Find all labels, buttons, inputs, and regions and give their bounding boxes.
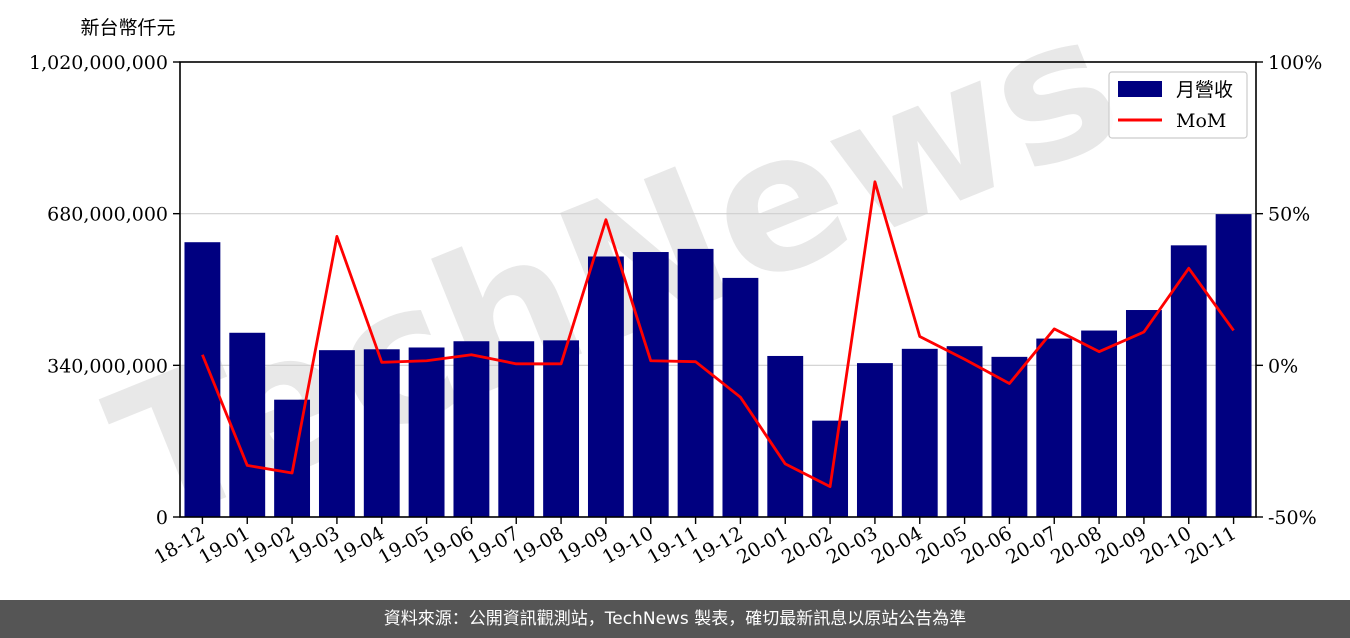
bar (901, 348, 938, 517)
plot-border (179, 61, 1257, 518)
mom-line-series (201, 180, 1235, 489)
bar (1036, 338, 1073, 517)
legend-swatch-bar (1118, 81, 1162, 97)
x-tick-label: 20-11 (1182, 522, 1240, 568)
bar (408, 347, 445, 517)
x-tick-label: 20-10 (1137, 522, 1195, 568)
right-tick-label: 100% (1268, 52, 1322, 74)
x-tick-label: 20-01 (733, 522, 791, 568)
left-tick-label: 680,000,000 (47, 204, 168, 226)
x-tick-label: 20-08 (1047, 522, 1105, 568)
left-axis: 0 340,000,000 680,000,000 1,020,000,000 (29, 52, 180, 529)
bar (543, 340, 580, 517)
x-tick-label: 20-06 (957, 522, 1015, 568)
plot-frame (179, 61, 1257, 518)
bar (453, 341, 490, 517)
x-tick-label: 19-05 (375, 522, 433, 568)
gridlines (180, 213, 1256, 366)
right-axis: -50% 0% 50% 100% (1256, 52, 1322, 529)
x-tick-label: 19-09 (554, 522, 612, 568)
bar (587, 256, 624, 517)
left-tick-label: 340,000,000 (47, 355, 168, 377)
x-tick-label: 20-04 (868, 522, 926, 568)
bar (1170, 245, 1207, 517)
bar (363, 349, 400, 517)
x-tick-label: 20-09 (1092, 522, 1150, 568)
left-tick-label: 1,020,000,000 (29, 52, 168, 74)
x-tick-label: 19-06 (419, 522, 477, 568)
x-tick-label: 19-07 (464, 522, 522, 568)
source-footer: 資料來源：公開資訊觀測站，TechNews 製表，確切最新訊息以原站公告為準 (0, 600, 1350, 638)
bar (318, 350, 355, 517)
x-tick-label: 19-10 (599, 522, 657, 568)
chart: TechNews 新台幣仟元 0340,000,000680,000,0001,… (29, 0, 1322, 570)
x-tick-label: 20-03 (823, 522, 881, 568)
bar (991, 356, 1028, 517)
x-tick-label: 19-04 (330, 522, 388, 568)
legend-label-line: MoM (1176, 110, 1226, 132)
bar (1081, 330, 1118, 517)
x-tick-label: 19-08 (509, 522, 567, 568)
bar (677, 248, 714, 517)
right-tick-label: -50% (1268, 507, 1317, 529)
bar (229, 332, 266, 517)
right-tick-label: 50% (1268, 204, 1310, 226)
x-axis: 18-1219-0119-0219-0319-0419-0519-0619-07… (150, 517, 1240, 569)
bar (856, 363, 893, 517)
legend: 月營收 MoM (1108, 71, 1248, 139)
x-tick-label: 19-11 (644, 522, 702, 568)
bar (1215, 214, 1252, 518)
mom-line (201, 180, 1235, 489)
x-tick-label: 20-05 (913, 522, 971, 568)
right-tick-label: 0% (1268, 355, 1298, 377)
bar (632, 252, 669, 517)
x-tick-label: 20-02 (778, 522, 836, 568)
bar (184, 242, 221, 517)
legend-label-bar: 月營收 (1176, 79, 1233, 101)
bar (946, 346, 983, 517)
bar (274, 399, 311, 517)
bar (1125, 310, 1162, 517)
left-tick-label: 0 (156, 507, 168, 529)
bar (498, 341, 535, 517)
x-tick-label: 19-03 (285, 522, 343, 568)
y-axis-label: 新台幣仟元 (80, 17, 175, 39)
bar (767, 355, 804, 517)
x-tick-label: 19-12 (688, 522, 746, 568)
bar (812, 420, 849, 517)
x-tick-label: 20-07 (1002, 522, 1060, 568)
